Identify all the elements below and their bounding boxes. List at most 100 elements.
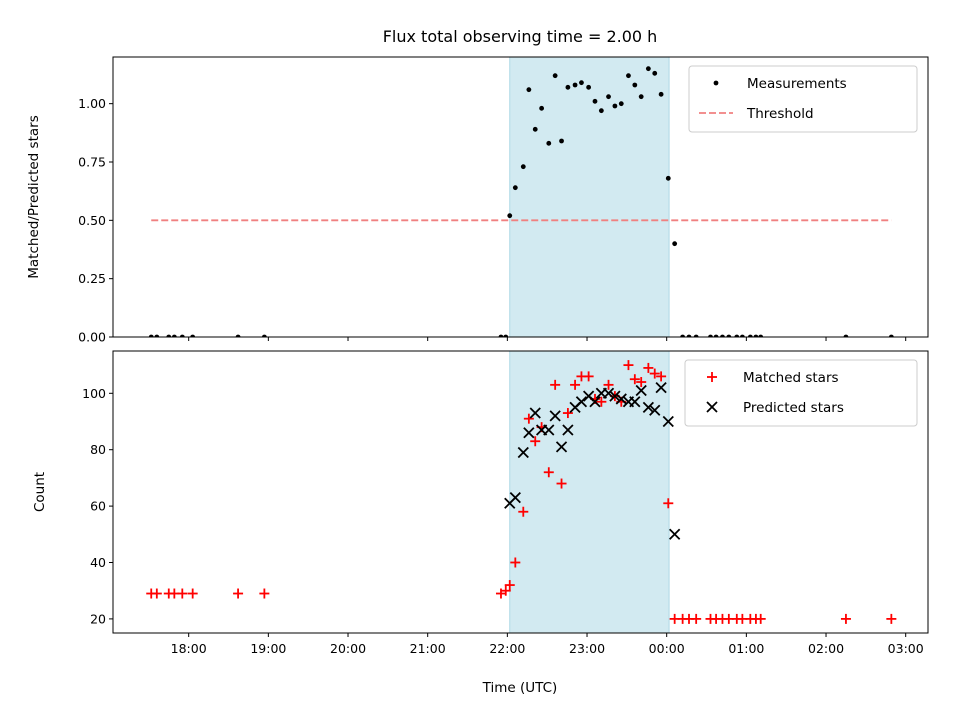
matched-stars-legend-label: Matched stars: [743, 370, 839, 386]
measurements-point-45: [747, 334, 753, 337]
measurements-point-6: [235, 334, 241, 337]
ratio-panel-frame: [112, 56, 929, 338]
predicted-stars-point-17: [615, 393, 627, 405]
predicted-stars-point-4: [529, 407, 541, 419]
xtick-label-7: 01:00: [728, 641, 764, 656]
measurements-point-46: [753, 334, 759, 337]
count-panel-ytick-label-0: 20: [90, 611, 106, 626]
matched-stars-point-24: [596, 396, 607, 407]
measurements-point-1: [154, 334, 160, 337]
predicted-stars-point-3: [523, 427, 535, 439]
predicted-stars-point-20: [635, 384, 647, 397]
measurements-point-7: [261, 334, 267, 337]
measurements-point-15: [539, 105, 545, 111]
predicted-stars-point-17-b: [615, 393, 627, 405]
measurements-point-5: [190, 334, 196, 337]
measurements-point-19: [565, 84, 571, 90]
measurements-point-33: [658, 91, 664, 97]
predicted-stars-point-22: [649, 404, 661, 416]
ratio-panel-legend: Measurements Threshold: [688, 65, 918, 133]
measurements-point-49: [888, 334, 894, 337]
predicted-stars-point-24: [662, 415, 674, 428]
predicted-stars-point-8: [555, 441, 568, 453]
matched-stars-point-9: [500, 585, 511, 596]
threshold-legend-label: Threshold: [746, 106, 814, 122]
ratio-panel-data: [148, 66, 894, 337]
measurements-point-21: [579, 80, 584, 86]
xtick-label-5: 23:00: [569, 641, 605, 656]
matched-stars-point-25: [603, 379, 614, 390]
predicted-stars-point-21-b: [642, 401, 655, 414]
measurements-point-43: [734, 334, 740, 337]
predicted-stars-point-2: [517, 446, 529, 459]
measurements-point-23: [592, 98, 598, 104]
ratio-panel-ytick-label-2: 0.50: [78, 213, 106, 228]
measurements-point-38: [693, 334, 699, 337]
x-axis-label: Time (UTC): [482, 680, 558, 696]
predicted-stars-legend-swatch-b: [706, 401, 718, 413]
count-panel-ytick-label-4: 100: [82, 386, 106, 401]
predicted-stars-point-1: [509, 492, 521, 504]
predicted-stars-point-7: [549, 410, 561, 422]
measurements-point-37: [686, 334, 692, 337]
ratio-panel-ytick-label-1: 0.25: [78, 271, 106, 286]
measurements-legend-label: Measurements: [747, 76, 847, 92]
predicted-stars-point-13-b: [589, 396, 601, 408]
predicted-stars-point-19: [629, 396, 641, 408]
matched-stars-point-17: [550, 379, 561, 390]
matched-stars-point-12: [518, 506, 529, 517]
predicted-stars-point-9: [562, 424, 574, 436]
measurements-point-17: [552, 73, 558, 79]
count-panel-ytick-label-1: 40: [90, 555, 106, 570]
predicted-stars-point-22-b: [649, 404, 661, 416]
measurements-point-10: [507, 213, 513, 219]
measurements-point-30: [638, 94, 644, 100]
predicted-stars-point-9-b: [562, 424, 574, 436]
measurements-point-36: [680, 334, 686, 337]
predicted-stars-point-16-b: [609, 390, 621, 402]
matched-stars-point-14: [530, 436, 541, 447]
predicted-stars-point-2-b: [517, 446, 529, 459]
predicted-stars-point-25-b: [669, 528, 681, 540]
measurements-point-14: [532, 126, 538, 132]
top-y-axis-label: Matched/Predicted stars: [26, 115, 42, 278]
ratio-panel-ytick-label-0: 0.00: [78, 330, 106, 345]
count-panel-data: [146, 360, 897, 624]
count-panel-legend: Matched stars Predicted stars: [684, 359, 918, 427]
matched-stars-point-29: [629, 374, 640, 385]
measurements-point-11: [512, 185, 518, 191]
predicted-stars-point-24-b: [662, 415, 674, 428]
matched-stars-point-7: [259, 588, 270, 599]
measurements-point-32: [652, 70, 658, 76]
measurements-point-2: [166, 334, 172, 337]
measurements-point-29: [632, 82, 638, 88]
matched-stars-point-13: [523, 413, 534, 424]
predicted-stars-point-12-b: [582, 390, 595, 402]
measurements-point-24: [598, 108, 604, 114]
predicted-stars-point-23: [655, 382, 667, 394]
matched-stars-point-22: [583, 371, 594, 382]
matched-stars-point-33: [656, 371, 667, 382]
matched-stars-point-16: [543, 467, 554, 478]
xtick-label-6: 00:00: [649, 641, 685, 656]
measurements-point-42: [726, 334, 732, 337]
ratio-panel: 0.00 0.25 0.50 0.75 1.00 Measurements Threshol…: [78, 56, 929, 345]
matched-stars-point-49: [886, 613, 897, 624]
measurements-point-40: [713, 334, 719, 337]
matched-stars-point-28: [623, 360, 634, 371]
measurements-legend-swatch: [713, 80, 719, 86]
measurements-point-12: [520, 164, 526, 170]
matched-stars-point-19: [562, 408, 573, 419]
measurements-point-48: [843, 334, 849, 337]
matched-stars-point-20: [570, 379, 581, 390]
measurements-point-44: [739, 334, 745, 337]
measurements-point-0: [148, 334, 154, 337]
matched-stars-point-47: [755, 613, 766, 624]
matched-stars-point-11: [510, 557, 521, 568]
plot-layer: 0.00 0.25 0.50 0.75 1.00 Measurements Threshol…: [78, 56, 929, 656]
measurements-point-31: [645, 66, 651, 72]
xtick-label-4: 22:00: [489, 641, 525, 656]
predicted-stars-point-6: [543, 424, 555, 436]
predicted-stars-point-8-b: [555, 441, 568, 453]
ratio-panel-ytick-label-4: 1.00: [78, 96, 106, 111]
